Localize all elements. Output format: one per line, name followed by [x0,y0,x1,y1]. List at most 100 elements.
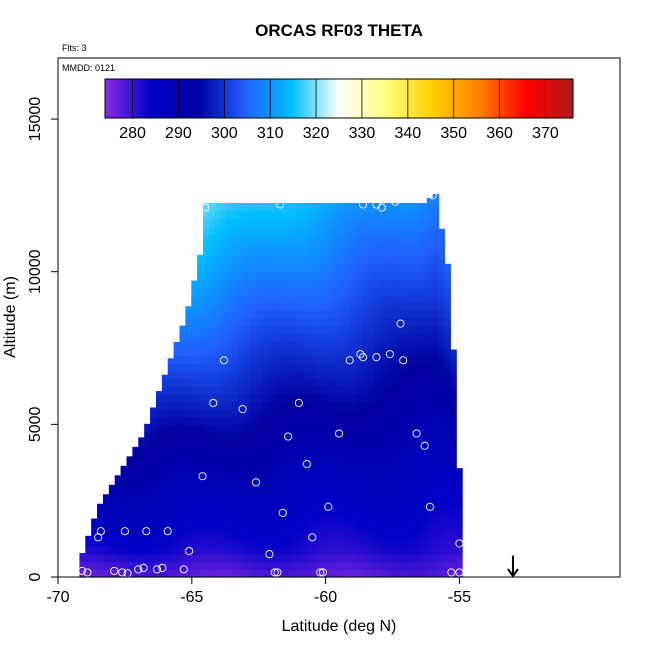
field-cell [367,332,375,341]
field-cell [297,348,304,357]
field-cell [309,279,316,288]
field-cell [426,294,434,303]
colorbar-tick-label: 360 [486,125,513,142]
field-cell [350,302,357,311]
field-cell [291,370,298,380]
field-cell [332,485,340,494]
field-cell [309,332,316,341]
field-cell [297,210,304,219]
field-cell [232,561,239,570]
field-cell [420,386,428,395]
field-cell [273,241,281,250]
field-cell [161,416,169,425]
field-cell [444,561,451,570]
field-cell [279,378,287,387]
field-cell [309,248,316,258]
field-cell [456,523,463,532]
field-cell [285,554,292,563]
field-cell [232,531,239,540]
field-cell [173,561,181,570]
field-cell [303,264,310,273]
observation-marker [318,568,327,577]
field-cell [314,554,322,563]
field-cell [314,363,322,372]
field-cell [297,309,304,319]
field-cell [191,393,198,403]
field-cell [456,538,463,548]
field-cell [362,241,369,250]
field-cell [344,508,351,517]
field-cell [303,561,310,570]
field-cell [450,569,457,578]
field-cell [362,424,369,433]
field-cell [179,340,186,349]
field-cell [214,256,222,265]
field-cell [409,233,416,242]
field-cell [326,241,334,250]
field-cell [420,378,428,387]
field-cell [379,370,387,380]
field-cell [426,554,434,563]
field-cell [309,546,316,555]
field-cell [332,302,340,311]
field-cell [244,454,251,464]
field-cell [415,325,422,334]
field-cell [132,470,139,479]
observation-marker [359,353,368,362]
field-cell [338,454,345,464]
field-cell [285,401,292,410]
field-cell [444,386,451,395]
field-cell [409,546,416,555]
field-cell [426,332,434,341]
field-cell [191,325,198,334]
field-cell [155,391,163,395]
field-cell [238,286,245,296]
field-cell [267,264,275,273]
field-cell [244,439,251,448]
field-cell [415,248,422,258]
field-cell [297,508,304,517]
field-cell [279,264,287,273]
field-cell [197,462,204,471]
field-cell [173,531,181,540]
field-cell [362,378,369,387]
field-cell [250,470,257,479]
field-cell [226,210,234,219]
field-cell [444,477,451,487]
field-cell [314,401,322,410]
field-cell [291,325,298,334]
field-cell [309,363,316,372]
field-cell [391,203,398,212]
field-cell [338,561,345,570]
field-cell [203,561,210,570]
field-cell [344,248,351,258]
field-cell [385,348,393,357]
field-cell [244,409,251,418]
field-cell [208,332,216,341]
field-cell [338,233,345,242]
field-cell [120,500,128,509]
field-cell [244,348,251,357]
field-cell [291,508,298,517]
field-cell [203,210,210,219]
field-cell [303,454,310,464]
field-cell [397,531,404,540]
field-cell [385,508,393,517]
field-cell [326,386,334,395]
field-cell [155,493,163,502]
field-cell [456,508,463,517]
field-cell [338,241,345,250]
field-cell [244,378,251,387]
field-cell [420,370,428,380]
field-cell [362,271,369,280]
field-cell [415,546,422,555]
field-cell [397,294,404,303]
field-cell [373,401,381,410]
field-cell [314,203,322,212]
field-cell [397,462,404,471]
field-cell [350,317,357,326]
field-cell [338,264,345,273]
field-cell [409,332,416,341]
field-cell [155,546,163,555]
field-cell [415,439,422,448]
